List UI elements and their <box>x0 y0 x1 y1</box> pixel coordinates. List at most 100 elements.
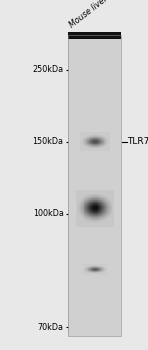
Bar <box>96 218 97 219</box>
Bar <box>98 226 99 227</box>
Bar <box>80 147 81 148</box>
Bar <box>86 217 87 218</box>
Bar <box>96 193 97 194</box>
Bar <box>86 139 87 140</box>
Bar <box>98 203 100 204</box>
Bar <box>99 197 100 198</box>
Bar <box>103 199 104 200</box>
Bar <box>105 211 106 212</box>
Bar <box>88 142 89 143</box>
Bar <box>98 269 99 270</box>
Bar <box>83 215 84 216</box>
Bar <box>82 224 83 225</box>
Bar <box>89 266 90 267</box>
Bar <box>98 150 99 151</box>
Bar <box>76 190 77 191</box>
Bar <box>92 149 93 150</box>
Bar <box>112 214 114 215</box>
Bar <box>109 209 110 210</box>
Bar <box>107 139 108 140</box>
Bar <box>111 211 113 212</box>
Bar <box>82 132 83 133</box>
Bar <box>103 216 104 217</box>
Bar <box>84 271 85 272</box>
Bar <box>104 216 105 217</box>
Bar <box>95 270 96 271</box>
Bar <box>80 210 81 211</box>
Bar <box>99 139 100 140</box>
Bar <box>88 207 89 208</box>
Bar <box>78 211 79 212</box>
Bar <box>92 146 93 147</box>
Bar <box>83 210 85 211</box>
Bar <box>96 267 97 268</box>
Bar <box>91 140 92 141</box>
Bar <box>90 271 91 272</box>
Bar <box>76 216 77 217</box>
Bar <box>90 224 91 225</box>
Bar <box>101 139 102 140</box>
Bar <box>82 215 83 216</box>
Bar <box>98 137 99 138</box>
Bar <box>97 142 98 143</box>
Bar <box>82 222 83 223</box>
Bar <box>87 223 88 224</box>
Bar <box>78 197 79 198</box>
Bar <box>88 205 89 206</box>
Bar <box>88 267 89 268</box>
Bar <box>93 219 94 220</box>
Bar <box>86 213 87 214</box>
Bar <box>85 220 86 221</box>
Bar <box>98 149 99 150</box>
Bar <box>101 265 102 266</box>
Bar <box>68 35 121 336</box>
Bar <box>97 266 98 267</box>
Bar <box>110 202 111 203</box>
Bar <box>86 139 87 140</box>
Bar <box>92 134 93 135</box>
Bar <box>97 267 98 268</box>
Bar <box>100 215 101 216</box>
Bar <box>81 215 82 216</box>
Bar <box>94 213 95 214</box>
Bar <box>90 138 91 139</box>
Bar <box>82 194 83 195</box>
Bar <box>89 224 90 225</box>
Bar <box>106 134 107 135</box>
Bar <box>103 150 104 151</box>
Bar <box>93 201 94 202</box>
Bar <box>89 148 90 149</box>
Bar <box>85 196 86 197</box>
Bar <box>85 140 86 141</box>
Bar <box>87 201 88 202</box>
Bar <box>80 196 81 197</box>
Bar <box>84 268 85 269</box>
Bar <box>98 204 100 205</box>
Bar <box>94 267 95 268</box>
Bar <box>92 215 93 216</box>
Bar <box>101 150 102 151</box>
Bar <box>99 265 100 266</box>
Bar <box>91 201 92 202</box>
Bar <box>87 219 88 220</box>
Bar <box>80 147 81 148</box>
Bar <box>86 224 87 225</box>
Bar <box>85 137 86 138</box>
Bar <box>84 147 85 148</box>
Bar <box>101 265 102 266</box>
Bar <box>90 211 91 212</box>
Bar <box>112 192 114 193</box>
Bar <box>95 218 96 219</box>
Bar <box>83 273 84 274</box>
Bar <box>99 272 100 273</box>
Bar <box>112 201 114 202</box>
Bar <box>92 223 93 224</box>
Bar <box>83 226 84 227</box>
Bar <box>88 211 89 212</box>
Bar <box>110 218 111 219</box>
Bar <box>91 144 92 145</box>
Bar <box>80 206 81 208</box>
Bar <box>103 270 104 271</box>
Bar <box>97 197 98 198</box>
Bar <box>102 145 103 146</box>
